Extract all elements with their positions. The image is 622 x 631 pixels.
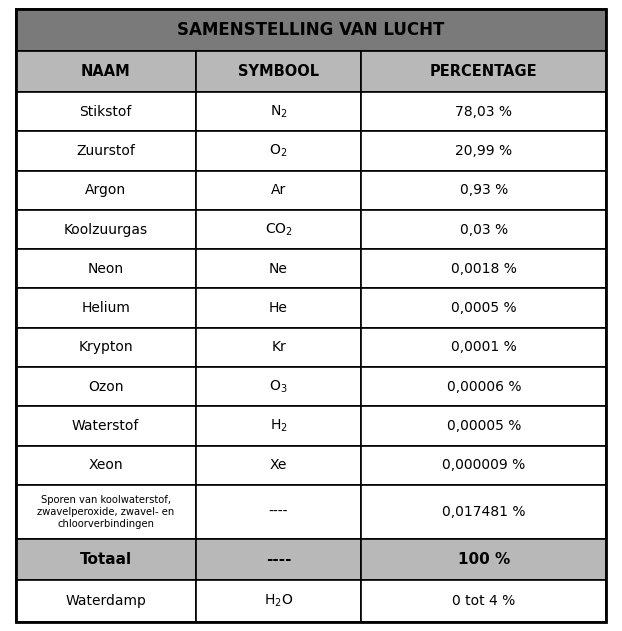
Text: Ne: Ne — [269, 262, 288, 276]
Text: 0,93 %: 0,93 % — [460, 183, 508, 198]
Bar — [361, 50, 606, 92]
Bar — [361, 170, 606, 210]
Bar — [361, 581, 606, 622]
Bar — [196, 406, 361, 445]
Bar — [361, 131, 606, 170]
Text: ----: ---- — [266, 552, 291, 567]
Bar — [361, 406, 606, 445]
Bar — [16, 9, 606, 50]
Text: Kr: Kr — [271, 341, 286, 355]
Bar — [16, 485, 196, 539]
Bar — [196, 249, 361, 288]
Text: 78,03 %: 78,03 % — [455, 105, 513, 119]
Text: 0,000009 %: 0,000009 % — [442, 458, 526, 473]
Text: O$_2$: O$_2$ — [269, 143, 287, 159]
Text: N$_2$: N$_2$ — [269, 103, 287, 120]
Text: H$_2$O: H$_2$O — [264, 593, 293, 609]
Text: 0,00006 %: 0,00006 % — [447, 380, 521, 394]
Text: 0,0005 %: 0,0005 % — [451, 301, 517, 315]
Bar — [196, 581, 361, 622]
Text: Xe: Xe — [270, 458, 287, 473]
Text: Krypton: Krypton — [78, 341, 133, 355]
Text: ----: ---- — [269, 505, 288, 519]
Bar — [196, 485, 361, 539]
Bar — [16, 406, 196, 445]
Text: Ozon: Ozon — [88, 380, 123, 394]
Bar — [196, 92, 361, 131]
Bar — [16, 367, 196, 406]
Bar — [196, 50, 361, 92]
Bar — [361, 288, 606, 327]
Text: O$_3$: O$_3$ — [269, 379, 288, 395]
Text: PERCENTAGE: PERCENTAGE — [430, 64, 537, 79]
Bar — [361, 367, 606, 406]
Text: Zuurstof: Zuurstof — [77, 144, 135, 158]
Text: SYMBOOL: SYMBOOL — [238, 64, 319, 79]
Bar — [361, 92, 606, 131]
Bar — [361, 210, 606, 249]
Bar — [196, 210, 361, 249]
Bar — [196, 539, 361, 581]
Text: Waterdamp: Waterdamp — [65, 594, 146, 608]
Bar — [16, 249, 196, 288]
Text: CO$_2$: CO$_2$ — [264, 221, 292, 238]
Bar — [361, 539, 606, 581]
Bar — [361, 445, 606, 485]
Text: Ar: Ar — [271, 183, 286, 198]
Bar — [196, 288, 361, 327]
Text: 0,0001 %: 0,0001 % — [451, 341, 517, 355]
Bar — [196, 131, 361, 170]
Text: Neon: Neon — [88, 262, 124, 276]
Bar — [16, 92, 196, 131]
Text: H$_2$: H$_2$ — [269, 418, 287, 434]
Bar — [361, 327, 606, 367]
Bar — [16, 327, 196, 367]
Text: 0 tot 4 %: 0 tot 4 % — [452, 594, 516, 608]
Bar — [16, 445, 196, 485]
Bar — [16, 288, 196, 327]
Text: 100 %: 100 % — [458, 552, 510, 567]
Bar — [196, 327, 361, 367]
Text: Totaal: Totaal — [80, 552, 132, 567]
Text: 0,017481 %: 0,017481 % — [442, 505, 526, 519]
Bar — [16, 50, 196, 92]
Text: 0,0018 %: 0,0018 % — [451, 262, 517, 276]
Text: Stikstof: Stikstof — [80, 105, 132, 119]
Text: He: He — [269, 301, 288, 315]
Bar — [16, 539, 196, 581]
Bar — [361, 485, 606, 539]
Text: Helium: Helium — [81, 301, 130, 315]
Text: NAAM: NAAM — [81, 64, 131, 79]
Text: Koolzuurgas: Koolzuurgas — [63, 223, 147, 237]
Bar — [196, 445, 361, 485]
Bar — [196, 170, 361, 210]
Text: 20,99 %: 20,99 % — [455, 144, 513, 158]
Text: 0,00005 %: 0,00005 % — [447, 419, 521, 433]
Bar — [16, 170, 196, 210]
Text: 0,03 %: 0,03 % — [460, 223, 508, 237]
Bar — [16, 581, 196, 622]
Bar — [16, 131, 196, 170]
Text: Xeon: Xeon — [88, 458, 123, 473]
Text: Sporen van koolwaterstof,
zwavelperoxide, zwavel- en
chloorverbindingen: Sporen van koolwaterstof, zwavelperoxide… — [37, 495, 174, 529]
Bar — [196, 367, 361, 406]
Text: SAMENSTELLING VAN LUCHT: SAMENSTELLING VAN LUCHT — [177, 21, 445, 39]
Text: Waterstof: Waterstof — [72, 419, 139, 433]
Bar — [16, 210, 196, 249]
Text: Argon: Argon — [85, 183, 126, 198]
Bar — [361, 249, 606, 288]
